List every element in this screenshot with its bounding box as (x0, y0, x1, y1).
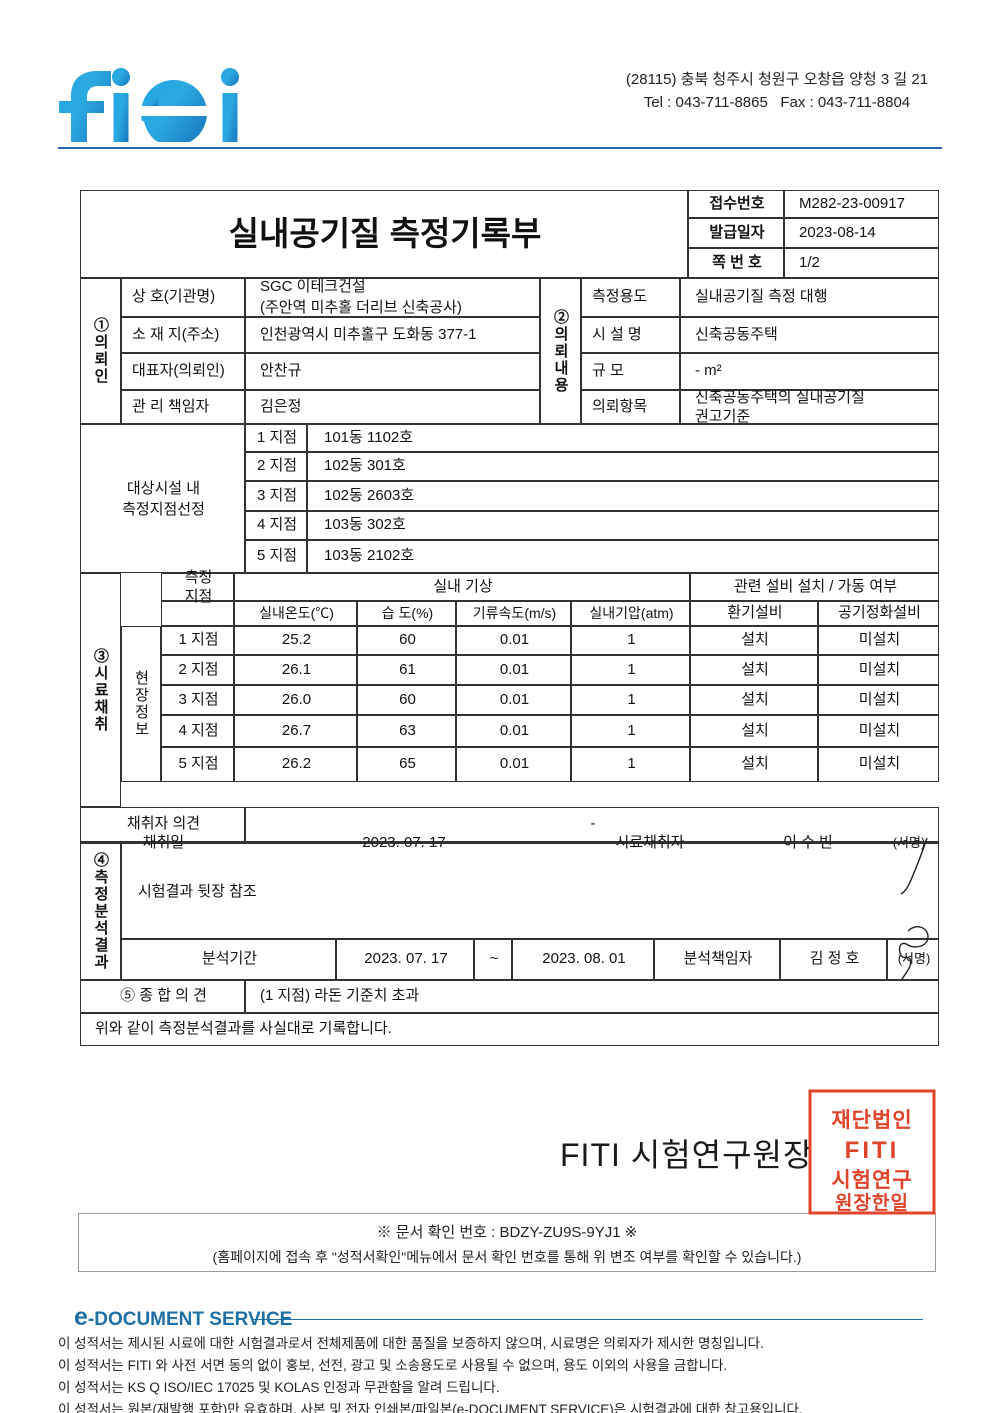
svg-text:재단법인: 재단법인 (831, 1109, 912, 1132)
svg-text:시험연구: 시험연구 (831, 1169, 912, 1192)
svg-text:FITI: FITI (845, 1137, 900, 1164)
svg-text:원장한일: 원장한일 (835, 1192, 909, 1214)
